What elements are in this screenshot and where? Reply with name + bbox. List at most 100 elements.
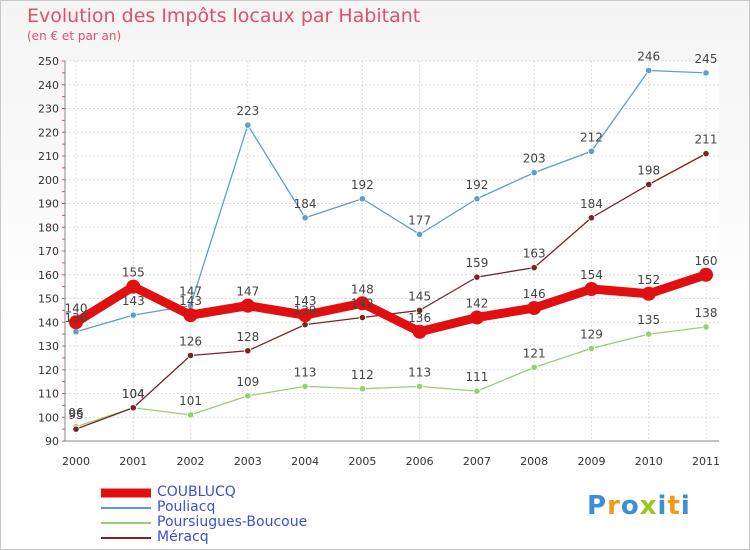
data-label: 146 [523,287,546,301]
data-label: 136 [408,311,431,325]
data-label: 142 [465,297,488,311]
data-label: 159 [465,256,488,270]
data-label: 147 [236,285,259,299]
y-tick-label: 110 [38,388,59,401]
data-point [186,411,195,419]
legend-entry: Poursiugues-Boucoue [157,514,308,530]
data-label: 135 [637,313,660,327]
logo-letter: i [657,491,668,521]
logo-letter: r [607,491,621,521]
y-tick-label: 100 [38,411,59,424]
data-label: 184 [294,197,317,211]
data-point [301,382,309,390]
chart-title: Evolution des Impôts locaux par Habitant [27,5,421,27]
legend-entry: Pouliacq [157,499,216,515]
data-point [129,311,137,319]
data-label: 142 [351,297,374,311]
series-line-0 [73,270,708,337]
data-label: 143 [122,294,145,308]
x-tick-label: 2000 [62,455,90,468]
data-label: 129 [580,327,603,341]
data-label: 140 [65,301,88,315]
data-label: 147 [179,285,202,299]
x-tick-label: 2006 [406,455,434,468]
data-point [587,344,596,352]
data-point [355,296,370,311]
data-point [584,282,599,296]
data-label: 143 [294,294,317,308]
x-tick-label: 2001 [119,455,147,468]
data-label: 211 [695,133,718,147]
data-point [240,298,255,313]
data-point [645,66,653,75]
data-label: 136 [65,311,88,325]
data-label: 113 [294,365,317,379]
data-point [412,324,427,339]
data-point [244,392,252,400]
data-label: 143 [179,294,202,308]
y-tick-label: 190 [38,198,59,211]
data-label: 223 [236,104,259,118]
data-point [645,180,653,189]
chart-subtitle: (en € et par an) [27,29,122,43]
data-point [358,313,366,322]
data-point [244,347,252,355]
data-label: 109 [236,375,259,389]
data-label: 177 [408,213,431,227]
x-tick-label: 2003 [234,455,262,468]
logo-letter: x [639,491,658,521]
data-label: 192 [465,178,488,192]
data-label: 163 [523,247,546,261]
data-point [530,264,538,272]
data-point [530,169,538,177]
data-label: 128 [236,330,259,344]
data-point [416,230,424,238]
x-tick-label: 2011 [692,455,720,468]
plot-area [65,61,719,441]
x-tick-label: 2007 [463,455,491,468]
y-tick-label: 90 [45,435,59,448]
data-label: 160 [695,254,718,268]
data-point [527,301,542,315]
data-point [587,214,596,222]
data-label: 104 [122,387,145,401]
y-tick-label: 250 [38,55,59,68]
data-point [183,308,198,323]
y-tick-label: 180 [38,221,59,234]
x-tick-label: 2004 [291,455,319,468]
data-label: 95 [68,408,83,422]
data-label: 203 [523,152,546,166]
y-tick-label: 140 [38,316,59,329]
data-point [129,404,137,412]
y-tick-label: 230 [38,103,59,116]
logo-letter: o [620,491,640,521]
data-label: 104 [122,387,145,401]
data-point [473,273,481,281]
data-label: 154 [580,268,603,282]
data-label: 246 [637,50,660,64]
x-tick-label: 2002 [177,455,205,468]
data-point [473,195,481,203]
data-label: 101 [179,394,202,408]
data-label: 96 [68,406,83,420]
logo-letter: P [587,491,608,521]
y-tick-label: 220 [38,126,59,139]
data-label: 126 [179,335,202,349]
data-point [301,214,309,222]
data-point [72,425,80,433]
data-point [473,387,481,395]
legend-entry: Méracq [157,529,209,545]
data-label: 212 [580,130,603,144]
data-label: 138 [695,306,718,320]
y-tick-label: 200 [38,174,59,187]
x-tick-label: 2005 [348,455,376,468]
data-point [244,121,252,129]
y-tick-label: 210 [38,150,59,163]
data-point [298,308,313,323]
y-tick-label: 150 [38,293,59,306]
data-point [416,306,424,314]
data-label: 113 [408,365,431,379]
data-label: 148 [351,282,374,296]
data-point [702,150,710,158]
